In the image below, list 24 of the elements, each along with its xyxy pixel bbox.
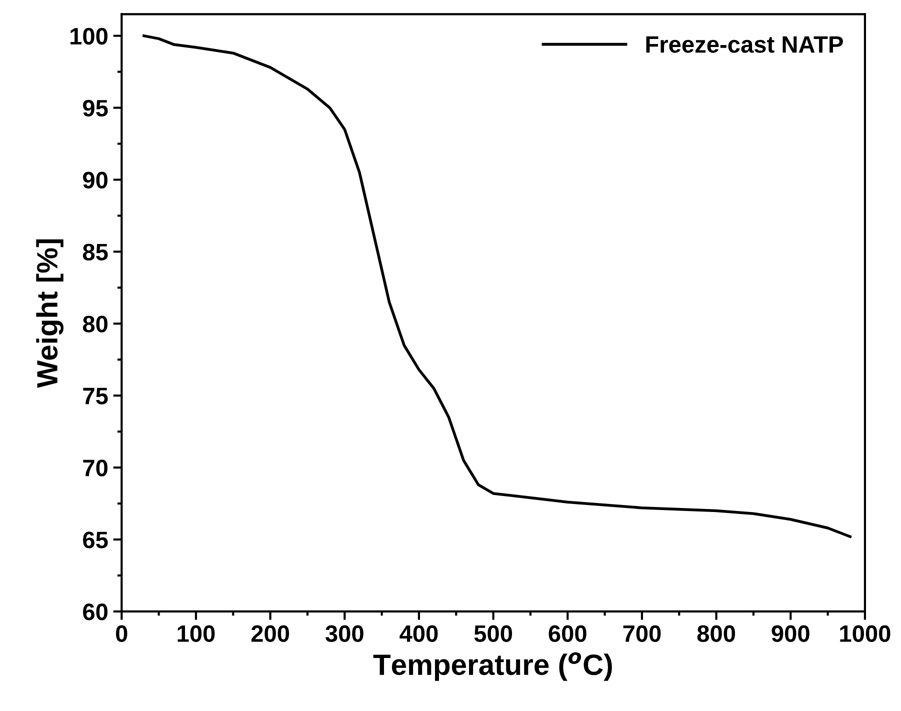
legend-label: Freeze-cast NATP xyxy=(646,36,843,53)
x-tick-label: 600 xyxy=(548,625,586,642)
y-tick-label: 95 xyxy=(83,100,108,117)
y-tick-label: 100 xyxy=(70,28,108,45)
x-tick-label: 700 xyxy=(623,625,661,642)
x-tick-label: 300 xyxy=(325,625,364,642)
x-tick-label: 200 xyxy=(251,625,290,642)
line-series xyxy=(142,34,852,538)
y-tick-label: 90 xyxy=(83,172,108,189)
y-tick-label: 75 xyxy=(83,388,108,404)
y-axis-title: Weight [%] xyxy=(36,239,64,388)
x-tick-label: 500 xyxy=(474,625,512,642)
x-axis-title: Temperature ($^{o}$C) xyxy=(373,652,612,681)
y-tick-label: 70 xyxy=(83,460,108,476)
x-tick-label: 100 xyxy=(178,625,215,642)
x-tick-label: 0 xyxy=(116,625,128,642)
y-tick-label: 80 xyxy=(82,316,108,332)
x-tick-label: 400 xyxy=(400,625,438,642)
x-tick-label: 900 xyxy=(772,625,810,642)
y-tick-label: 65 xyxy=(83,532,108,548)
y-tick-label: 85 xyxy=(82,244,108,260)
x-tick-label: 800 xyxy=(697,625,736,642)
x-tick-label: 1000 xyxy=(840,625,890,642)
y-tick-label: 60 xyxy=(83,604,108,620)
